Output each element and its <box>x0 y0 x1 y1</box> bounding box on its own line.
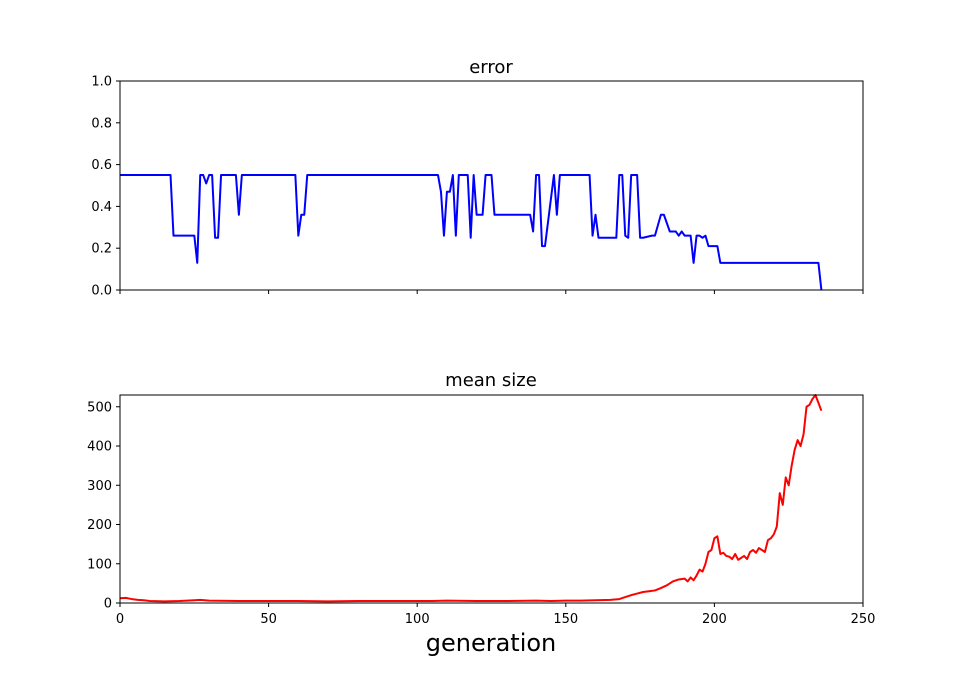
error-x-ticks <box>119 290 864 294</box>
error-title: error <box>469 57 513 78</box>
mean-size-xtick-label: 100 <box>405 612 430 627</box>
error-ytick-label: 0.6 <box>91 158 112 173</box>
mean-size-series-line <box>119 394 823 603</box>
mean-size-ytick-label: 200 <box>87 518 112 533</box>
mean-size-xtick-label: 200 <box>702 612 727 627</box>
error-subplot: error 0.0 0.2 0.4 0.6 0.8 1.0 <box>91 57 864 299</box>
error-axes-frame <box>119 80 864 291</box>
error-ytick-label: 0.2 <box>91 242 112 257</box>
mean-size-x-ticks: 0 50 100 150 200 250 <box>116 603 876 627</box>
mean-size-y-ticks: 0 100 200 300 400 500 <box>87 400 120 612</box>
error-series-line <box>120 174 823 291</box>
mean-size-xtick-label: 250 <box>851 612 876 627</box>
error-ytick-label: 0.0 <box>91 284 112 299</box>
error-ytick-label: 1.0 <box>91 75 112 90</box>
x-axis-label: generation <box>426 629 557 657</box>
mean-size-ytick-label: 300 <box>87 479 112 494</box>
mean-size-ytick-label: 0 <box>104 597 112 612</box>
mean-size-ytick-label: 500 <box>87 400 112 415</box>
error-ytick-label: 0.8 <box>91 116 112 131</box>
error-y-ticks: 0.0 0.2 0.4 0.6 0.8 1.0 <box>91 75 120 299</box>
error-ytick-label: 0.4 <box>91 200 112 215</box>
mean-size-ytick-label: 100 <box>87 557 112 572</box>
mean-size-axes-frame <box>119 394 864 604</box>
mean-size-ytick-label: 400 <box>87 440 112 455</box>
mean-size-title: mean size <box>445 370 537 391</box>
mean-size-xtick-label: 0 <box>116 612 124 627</box>
mean-size-subplot: mean size 0 100 200 300 400 500 0 50 100 150 200 2… <box>87 370 875 657</box>
mean-size-xtick-label: 50 <box>260 612 277 627</box>
mean-size-xtick-label: 150 <box>553 612 578 627</box>
